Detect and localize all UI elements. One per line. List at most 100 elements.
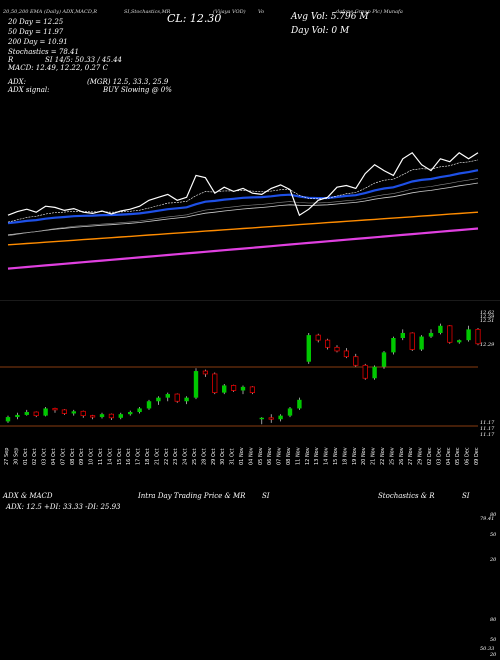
ema50-line	[7, 182, 479, 236]
date-tick-label: 03 Dec	[436, 447, 442, 465]
header-line-e: dafone Group Plc) Munafa	[336, 9, 403, 15]
date-tick-label: 11 Oct	[98, 448, 104, 465]
candle-body	[80, 410, 86, 417]
date-tick-label: 07 Nov	[277, 447, 283, 465]
date-tick-label: 01 Nov	[239, 447, 245, 465]
candle-body	[278, 415, 283, 420]
candle-body	[315, 334, 321, 341]
candle-body	[222, 385, 227, 393]
date-tick-label: 15 Oct	[117, 448, 123, 465]
date-tick-label: 24 Oct	[183, 448, 189, 465]
intraday-panel-title: Intra Day Trading Price & MR	[138, 492, 246, 500]
candle-body	[259, 417, 264, 420]
candle-body	[362, 364, 368, 379]
candle-body	[43, 408, 48, 416]
candle-body	[128, 412, 133, 415]
header-line-d: Vo	[258, 9, 265, 15]
candle-body	[324, 339, 331, 348]
adx-panel-title: ADX & MACD	[3, 492, 53, 500]
price-label-mid: 12.29	[480, 342, 495, 348]
candle-body	[52, 408, 58, 411]
candle-body	[409, 332, 415, 350]
candle-body	[146, 401, 152, 409]
date-tick-label: 04 Dec	[446, 447, 452, 465]
candle-body	[475, 328, 481, 345]
date-tick-label: 22 Nov	[380, 447, 386, 465]
candle-body	[334, 346, 340, 352]
date-tick-label: 01 Oct	[23, 448, 29, 465]
date-tick-label: 29 Nov	[418, 447, 424, 465]
date-tick-label: 27 Nov	[408, 447, 414, 465]
ema20-line	[7, 169, 479, 225]
date-tick-label: 02 Oct	[32, 448, 38, 465]
stoch-value: 79.41	[480, 516, 495, 522]
date-tick-label: 08 Nov	[286, 447, 292, 465]
main-chart: 27 Sep 30 Sep 01 Oct 02 Oct 03 Oct 04 Oct 07 O…	[0, 152, 500, 465]
date-tick-label: 11 Nov	[295, 447, 301, 465]
date-tick-label: 02 Dec	[427, 447, 433, 465]
date-tick-label: 06 Nov	[267, 447, 273, 465]
ema-mid-line	[7, 178, 479, 237]
macd-readout: MACD: 12.49, 12.22, 0.27 C	[8, 64, 108, 72]
candle-body	[438, 325, 443, 333]
rsi-readout: SI 14/5: 50.33 / 45.44	[45, 56, 122, 64]
date-tick-label: 09 Oct	[79, 448, 85, 465]
candle-body	[353, 356, 359, 366]
candle-body	[400, 332, 405, 338]
date-tick-label: 04 Oct	[51, 448, 57, 465]
date-tick-label: 26 Nov	[399, 447, 405, 465]
candle-body	[447, 325, 453, 343]
candle-body	[165, 394, 170, 398]
stoch-tick-20: 20	[490, 557, 497, 563]
price-label-low2: 11.17	[480, 426, 495, 432]
candle-body	[372, 366, 377, 379]
stoch-panel-title: Stochastics & R	[378, 492, 435, 500]
price-label-low1: 11.17	[480, 420, 495, 426]
candle-body	[15, 414, 20, 418]
rsi-value: 50.33	[480, 646, 495, 652]
date-tick-label: 06 Dec	[465, 447, 471, 465]
candle-body	[212, 373, 218, 394]
price-label-top1: 12.62	[480, 310, 495, 316]
candle-body	[184, 397, 189, 402]
ema50-readout: 50 Day = 11.97	[8, 28, 64, 36]
candle-body	[33, 411, 39, 417]
date-tick-label: 05 Nov	[258, 447, 264, 465]
candle-body	[297, 399, 302, 409]
ema200-line	[7, 211, 479, 246]
candle-body	[99, 414, 105, 418]
date-tick-label: 25 Oct	[192, 448, 198, 465]
date-tick-label: 04 Nov	[248, 447, 254, 465]
date-tick-label: 18 Oct	[145, 448, 151, 465]
stoch-tick-80: 80	[490, 512, 497, 518]
adx-label: ADX:	[8, 78, 27, 86]
date-tick-label: 05 Dec	[455, 447, 461, 465]
date-tick-label: 14 Nov	[324, 447, 330, 465]
candle-body	[71, 411, 76, 414]
header-line-a: 20,50,200 EMA (Daily) ADX,MACD,R	[3, 9, 98, 15]
date-tick-label: 10 Oct	[89, 448, 95, 465]
date-tick-label: 07 Oct	[60, 448, 66, 465]
candle-body	[202, 370, 208, 375]
candle-body	[249, 386, 255, 394]
candle-body	[90, 415, 96, 418]
adx-signal-label: ADX signal:	[8, 86, 50, 94]
date-tick-label: 21 Nov	[371, 447, 377, 465]
candle-body	[306, 335, 311, 362]
candle-body	[156, 397, 161, 402]
rsi-tick-80: 80	[490, 617, 497, 623]
ema20-readout: 20 Day = 12.25	[8, 18, 64, 26]
date-tick-label: 28 Oct	[201, 448, 207, 465]
candle-body	[118, 414, 123, 418]
price-line	[7, 152, 479, 217]
date-tick-label: 30 Sep	[13, 448, 19, 465]
panel-divider	[0, 300, 500, 301]
adx-value: (MGR) 12.5, 33.3, 25.9	[87, 78, 169, 86]
candle-body	[391, 338, 396, 353]
rsi-tick-20: 20	[490, 652, 497, 658]
date-tick-label: 13 Nov	[314, 447, 320, 465]
candle-body	[268, 417, 274, 420]
date-tick-label: 12 Nov	[305, 447, 311, 465]
date-tick-label: 15 Nov	[333, 447, 339, 465]
date-tick-label: 16 Oct	[126, 448, 132, 465]
